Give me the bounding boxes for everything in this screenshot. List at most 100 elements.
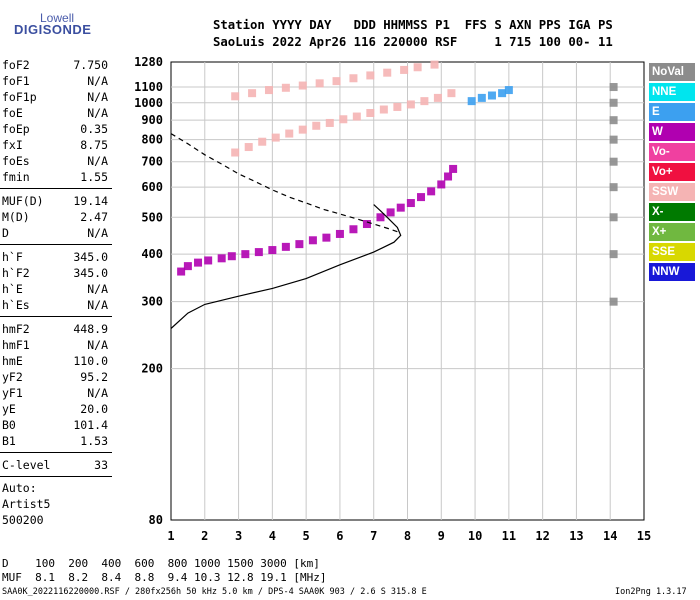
- trace-point-ionogram-traces: [227, 252, 236, 261]
- param-value: 20.0: [80, 402, 108, 416]
- trace-point-ionogram-traces: [349, 225, 358, 234]
- trace-point-NoVal: [609, 250, 618, 259]
- param-row-b1: B1 1.53: [2, 434, 108, 450]
- trace-point-ionogram-traces: [386, 208, 395, 217]
- param-row-m-d-: M(D) 2.47: [2, 210, 108, 226]
- trace-point-ionogram-traces: [396, 203, 405, 212]
- trace-point-E-region: [498, 89, 507, 98]
- param-label: foF1: [2, 74, 30, 88]
- param-row-h-f: h`F 345.0: [2, 250, 108, 266]
- trace-point-ionogram-traces: [437, 180, 446, 189]
- trace-point-second-hop: [352, 112, 361, 121]
- legend-item-w: W: [649, 123, 695, 141]
- param-value: N/A: [87, 74, 108, 88]
- y-tick-label: 1100: [134, 80, 163, 94]
- param-value: N/A: [87, 298, 108, 312]
- trace-point-second-hop: [298, 125, 307, 134]
- param-label: h`E: [2, 282, 23, 296]
- file-info: SAA0K_2022116220000.RSF / 280fx256h 50 k…: [2, 587, 427, 597]
- trace-point-second-hop: [312, 121, 321, 130]
- y-tick-label: 700: [141, 155, 163, 169]
- param-row-h-e: h`E N/A: [2, 282, 108, 298]
- param-row-foep: foEp 0.35: [2, 122, 108, 138]
- param-row-fmin: fmin 1.55: [2, 170, 108, 186]
- y-tick-label: 200: [141, 362, 163, 376]
- legend-item-x-: X-: [649, 203, 695, 221]
- param-label: yE: [2, 402, 16, 416]
- param-label: foF1p: [2, 90, 37, 104]
- x-tick-label: 10: [468, 529, 482, 543]
- y-tick-label: 300: [141, 295, 163, 309]
- trace-point-third-hop: [349, 74, 358, 83]
- trace-point-ionogram-traces: [183, 262, 192, 271]
- param-label: MUF(D): [2, 194, 44, 208]
- trace-point-third-hop: [298, 81, 307, 90]
- trace-point-second-hop: [393, 102, 402, 111]
- param-row-fof1: foF1 N/A: [2, 74, 108, 90]
- param-label: hmE: [2, 354, 23, 368]
- param-row-ye: yE 20.0: [2, 402, 108, 418]
- trace-point-E-region: [487, 91, 496, 100]
- param-label: foE: [2, 106, 23, 120]
- trace-point-third-hop: [332, 77, 341, 86]
- trace-point-ionogram-traces: [217, 254, 226, 263]
- param-value: N/A: [87, 282, 108, 296]
- param-label: yF2: [2, 370, 23, 384]
- trace-point-NoVal: [609, 98, 618, 107]
- x-tick-label: 4: [269, 529, 276, 543]
- muf-curve: [170, 133, 401, 234]
- param-separator: [0, 452, 112, 453]
- trace-point-ionogram-traces: [444, 172, 453, 181]
- trace-point-ionogram-traces: [449, 164, 458, 173]
- param-separator: [0, 316, 112, 317]
- trace-point-ionogram-traces: [268, 246, 277, 255]
- param-label: foEp: [2, 122, 30, 136]
- param-row-hmf2: hmF2 448.9: [2, 322, 108, 338]
- trace-point-second-hop: [366, 108, 375, 117]
- y-tick-label: 1280: [134, 55, 163, 69]
- auto-label: Auto:: [2, 481, 37, 495]
- legend-item-vo-: Vo-: [649, 143, 695, 161]
- trace-point-second-hop: [447, 89, 456, 98]
- trace-point-third-hop: [315, 79, 324, 88]
- param-label: fmin: [2, 170, 30, 184]
- param-row-foe: foE N/A: [2, 106, 108, 122]
- trace-point-ionogram-traces: [322, 233, 331, 242]
- param-label: D: [2, 226, 9, 240]
- trace-point-second-hop: [325, 118, 334, 127]
- trace-point-ionogram-traces: [406, 199, 415, 208]
- param-label: h`Es: [2, 298, 30, 312]
- trace-point-third-hop: [366, 71, 375, 80]
- y-tick-label: 80: [149, 513, 163, 527]
- y-tick-label: 900: [141, 113, 163, 127]
- trace-point-ionogram-traces: [427, 187, 436, 196]
- param-value: N/A: [87, 106, 108, 120]
- trace-point-second-hop: [339, 115, 348, 124]
- param-separator: [0, 476, 112, 477]
- x-tick-label: 15: [637, 529, 651, 543]
- trace-point-second-hop: [379, 105, 388, 114]
- logo-lowell: Lowell: [40, 11, 75, 25]
- param-value: 448.9: [73, 322, 108, 336]
- x-tick-label: 2: [201, 529, 208, 543]
- x-tick-label: 11: [502, 529, 516, 543]
- trace-point-third-hop: [430, 60, 439, 69]
- trace-point-ionogram-traces: [335, 229, 344, 238]
- trace-point-NoVal: [609, 183, 618, 192]
- param-label: hmF1: [2, 338, 30, 352]
- x-tick-label: 8: [404, 529, 411, 543]
- trace-point-ionogram-traces: [376, 213, 385, 222]
- trace-point-second-hop: [258, 137, 267, 146]
- param-value: 110.0: [73, 354, 108, 368]
- legend-item-x-: X+: [649, 223, 695, 241]
- legend-item-sse: SSE: [649, 243, 695, 261]
- param-value: 101.4: [73, 418, 108, 432]
- trace-point-third-hop: [413, 63, 422, 72]
- trace-point-E-region: [504, 86, 513, 95]
- x-tick-label: 3: [235, 529, 242, 543]
- param-value: 345.0: [73, 266, 108, 280]
- header-line2: SaoLuis 2022 Apr26 116 220000 RSF 1 715 …: [213, 35, 613, 49]
- param-value: 1.55: [80, 170, 108, 184]
- trace-point-ionogram-traces: [281, 242, 290, 251]
